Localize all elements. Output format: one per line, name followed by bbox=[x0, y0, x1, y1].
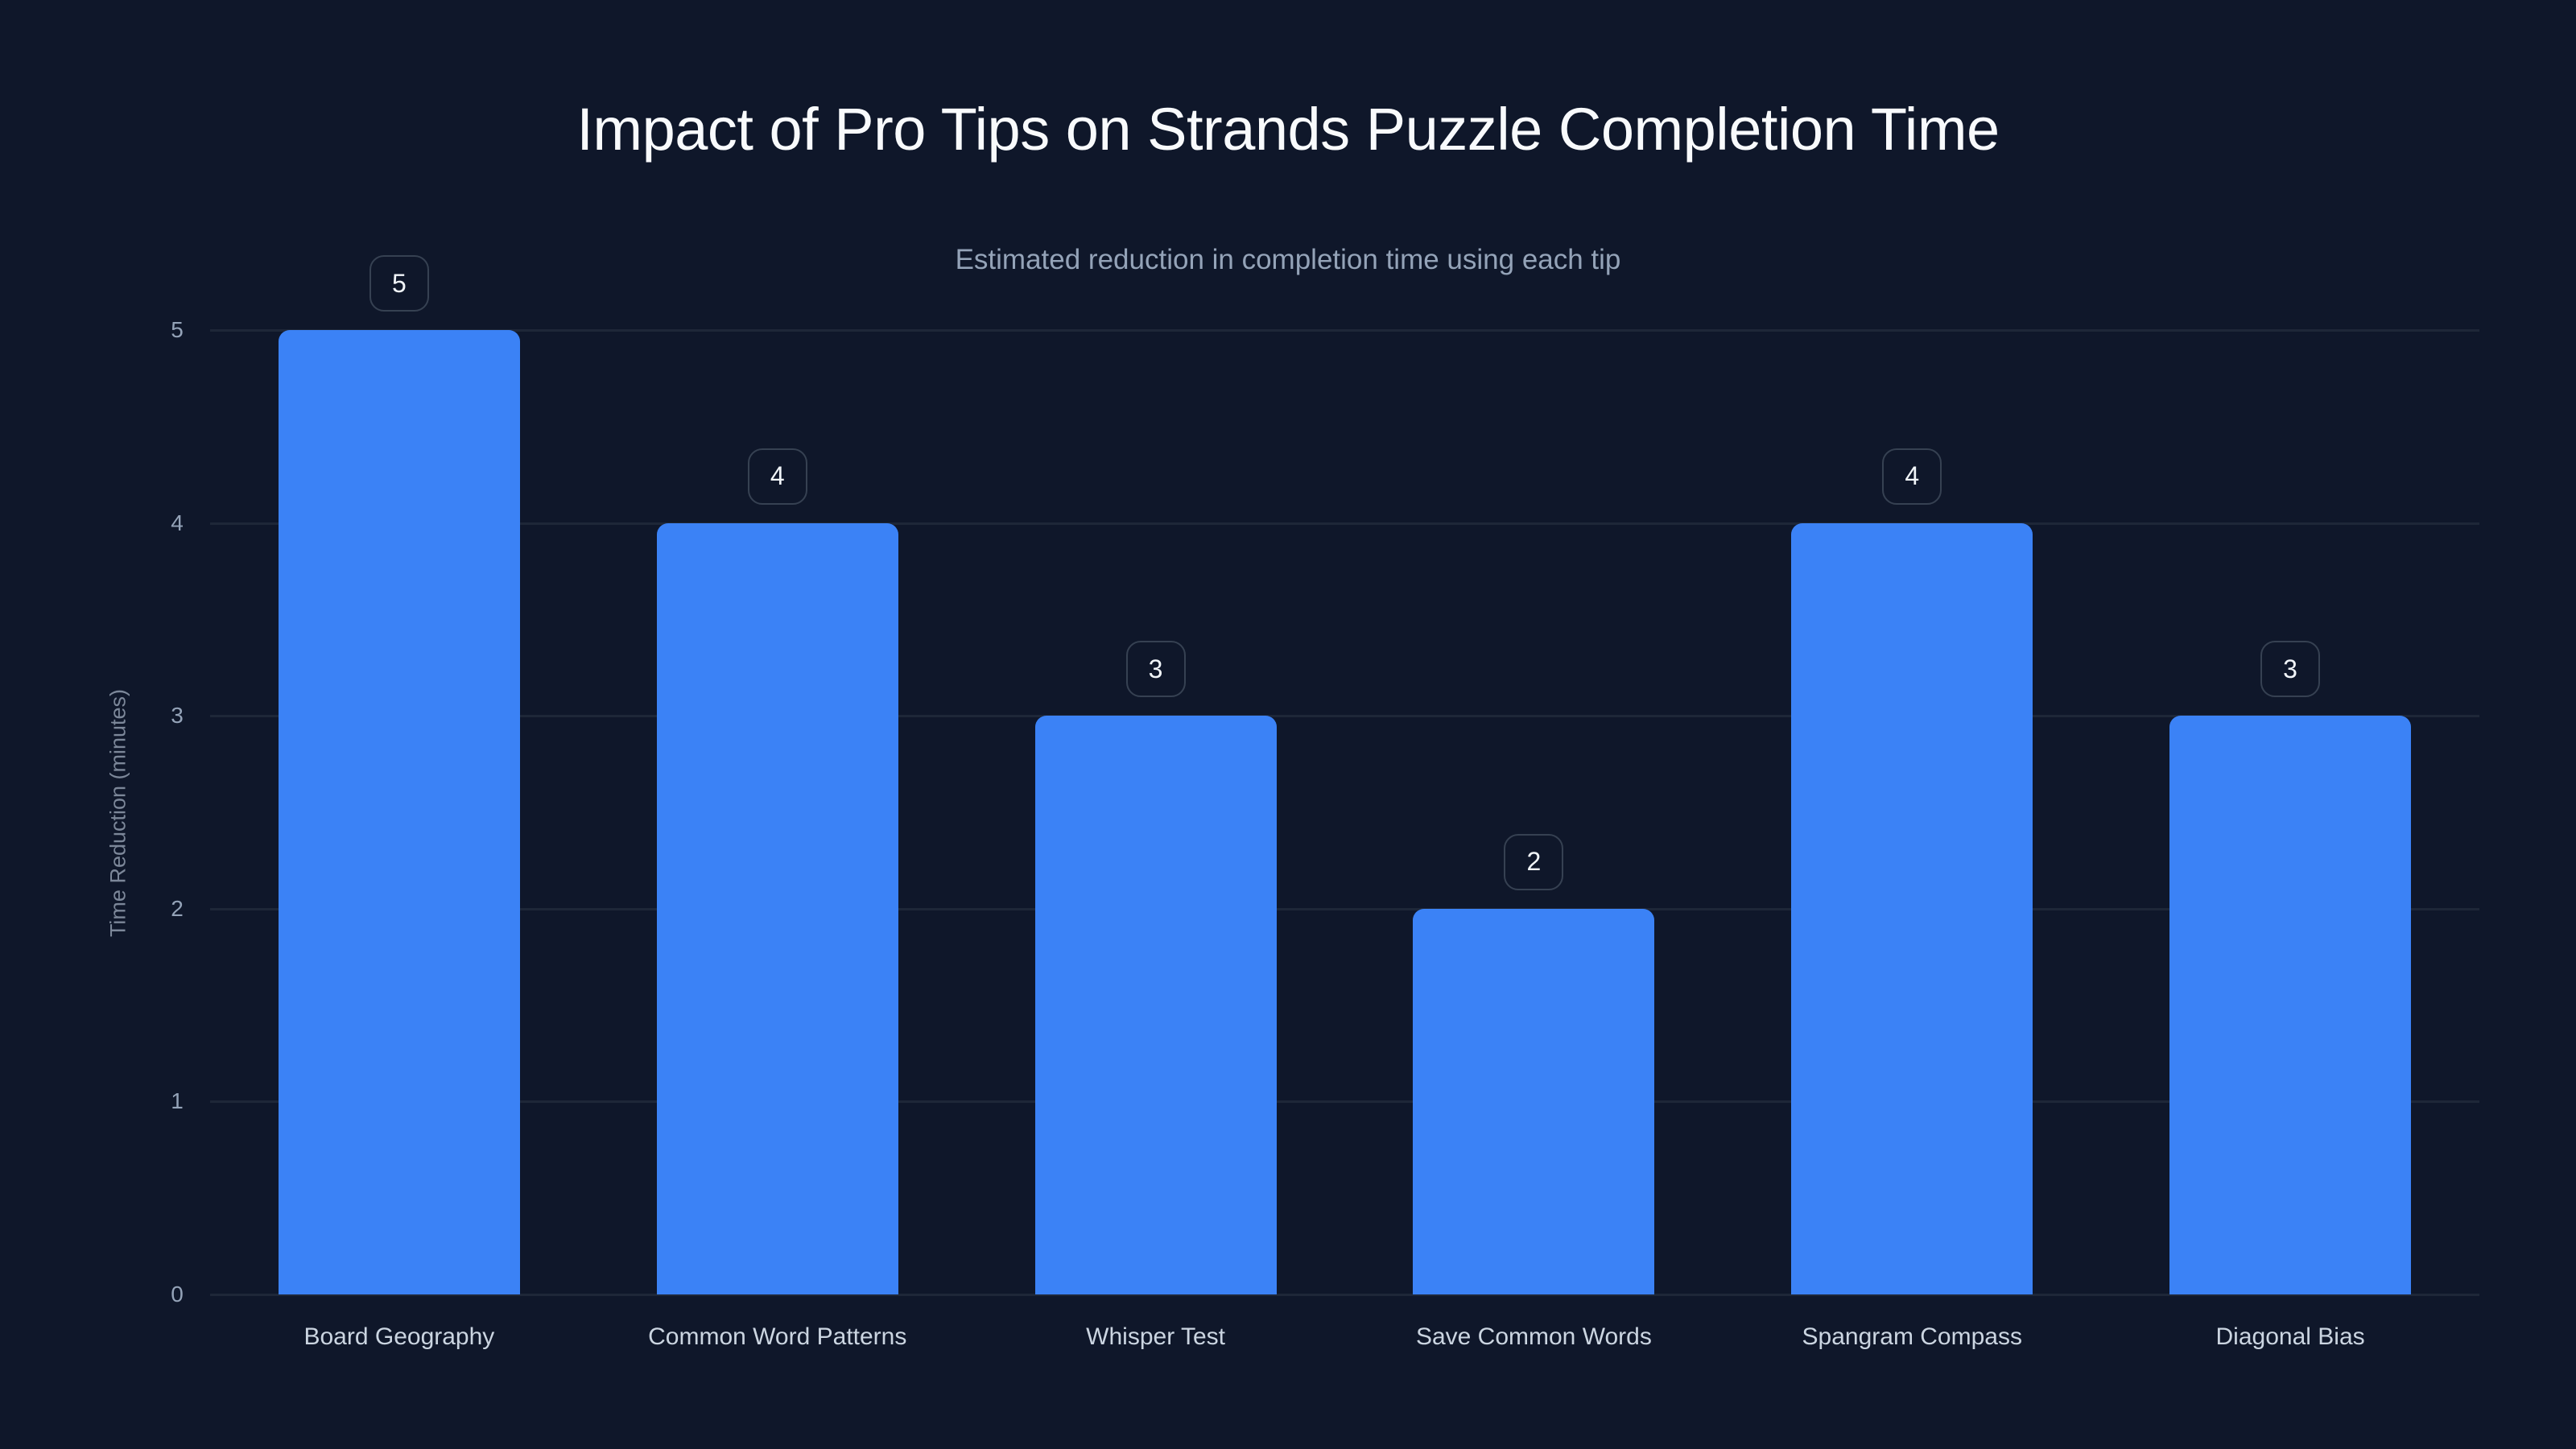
bar[interactable] bbox=[1413, 908, 1655, 1294]
bar[interactable] bbox=[278, 330, 520, 1294]
gridline bbox=[210, 522, 2479, 525]
x-tick-label: Spangram Compass bbox=[1802, 1323, 2022, 1350]
data-label-badge: 3 bbox=[2260, 641, 2321, 698]
y-tick-label: 3 bbox=[171, 703, 184, 729]
chart-title: Impact of Pro Tips on Strands Puzzle Com… bbox=[576, 96, 2000, 163]
data-label-badge: 4 bbox=[1882, 448, 1942, 505]
y-axis-label: Time Reduction (minutes) bbox=[105, 688, 130, 938]
bar[interactable] bbox=[1034, 716, 1277, 1294]
bar[interactable] bbox=[1791, 522, 2033, 1294]
chart-subtitle: Estimated reduction in completion time u… bbox=[955, 244, 1621, 275]
gridline bbox=[210, 329, 2479, 332]
data-label-badge: 2 bbox=[1504, 833, 1564, 890]
gridline bbox=[210, 1100, 2479, 1104]
bar[interactable] bbox=[656, 522, 898, 1294]
plot-area: 5 4 3 2 4 3 bbox=[210, 255, 2479, 1296]
data-label-badge: 4 bbox=[747, 448, 807, 505]
x-tick-label: Diagonal Bias bbox=[2215, 1323, 2365, 1350]
y-tick-label: 1 bbox=[171, 1088, 184, 1114]
y-tick-label: 0 bbox=[171, 1282, 184, 1307]
gridline bbox=[210, 715, 2479, 718]
gridline bbox=[210, 907, 2479, 910]
data-label-badge: 3 bbox=[1125, 641, 1186, 698]
data-label-badge: 5 bbox=[369, 255, 429, 312]
x-tick-label: Whisper Test bbox=[1086, 1323, 1225, 1350]
x-tick-label: Common Word Patterns bbox=[648, 1323, 907, 1350]
x-tick-label: Save Common Words bbox=[1415, 1323, 1652, 1350]
x-tick-label: Board Geography bbox=[303, 1323, 495, 1350]
y-tick-label: 4 bbox=[171, 510, 184, 535]
bar[interactable] bbox=[2169, 716, 2412, 1294]
y-tick-label: 5 bbox=[171, 317, 184, 342]
gridline bbox=[210, 1294, 2479, 1296]
y-tick-label: 2 bbox=[171, 895, 184, 921]
